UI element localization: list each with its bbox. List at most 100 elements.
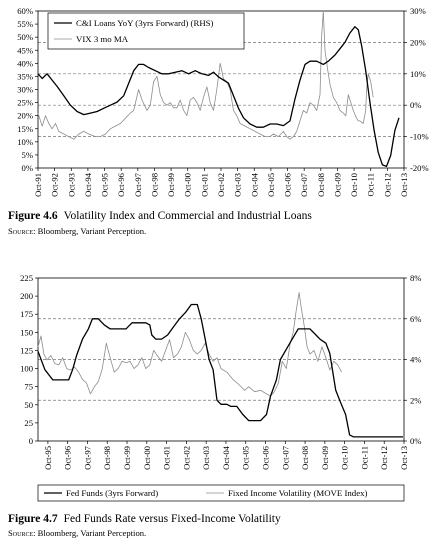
series-line-lhs — [37, 292, 343, 397]
y-left-tick-label: 35% — [17, 71, 33, 81]
x-tick-label: Oct-93 — [66, 173, 76, 197]
x-tick-label: Oct-10 — [349, 173, 359, 197]
y-left-tick-label: 5% — [22, 150, 33, 160]
y-left-tick-label: 10% — [17, 137, 33, 147]
x-tick-label: Oct-95 — [43, 446, 53, 470]
y-left-tick-label: 20% — [17, 111, 33, 121]
figure-4-7-caption: Figure 4.7 Fed Funds Rate versus Fixed-In… — [8, 513, 281, 526]
x-tick-label: Oct-09 — [320, 446, 330, 470]
x-tick-label: Oct-11 — [366, 173, 376, 197]
series-line-rhs — [37, 303, 403, 438]
x-tick-label: Oct-05 — [266, 173, 276, 197]
x-tick-label: Oct-94 — [83, 172, 93, 197]
figure-number: Figure 4.7 — [8, 513, 58, 525]
legend-label: Fixed Income Volatility (MOVE Index) — [228, 488, 367, 498]
y-right-tick-label: 6% — [410, 314, 421, 324]
x-tick-label: Oct-11 — [359, 446, 369, 470]
x-tick-label: Oct-07 — [299, 172, 309, 197]
legend-label: C&I Loans YoY (3yrs Forward) (RHS) — [76, 18, 214, 28]
y-left-tick-label: 45% — [17, 45, 33, 55]
y-left-tick-label: 60% — [17, 6, 33, 16]
y-right-tick-label: 4% — [410, 355, 421, 365]
series-line-rhs — [37, 26, 400, 168]
chart-vix-ci-loans: 60% 55% 50% 45% 40% 35% 30% 25% 20% 15% 10% 5% 0% 30%… — [17, 6, 429, 197]
figure-4-6-source: Source: Bloomberg, Variant Perception. — [8, 226, 146, 236]
x-tick-label: Oct-99 — [166, 173, 176, 197]
legend-box — [47, 12, 245, 50]
x-tick-label: Oct-08 — [300, 446, 310, 470]
y-left-tick-label: 30% — [17, 85, 33, 95]
source-text: Bloomberg, Variant Perception. — [37, 226, 147, 236]
x-tick-label: Oct-95 — [100, 173, 110, 197]
figure-title: Fed Funds Rate versus Fixed-Income Volat… — [63, 513, 281, 525]
y-right-tick-label: -10% — [410, 132, 429, 142]
y-left-tick-label: 50 — [24, 400, 33, 410]
x-tick-label: Oct-04 — [221, 445, 231, 470]
x-tick-label: Oct-13 — [399, 173, 409, 197]
y-left-tick-label: 25 — [24, 418, 33, 428]
x-tick-label: Oct-98 — [102, 446, 112, 470]
series-line-lhs — [37, 10, 374, 140]
x-tick-label: Oct-06 — [283, 172, 293, 197]
y-right-tick-label: 10% — [410, 69, 426, 79]
y-left-tick-label: 125 — [20, 345, 33, 355]
x-tick-label: Oct-00 — [183, 173, 193, 197]
y-right-tick-label: 30% — [410, 6, 426, 16]
legend-label: VIX 3 mo MA — [76, 34, 129, 44]
x-tick-label: Oct-96 — [63, 445, 73, 470]
y-left-tick-label: 40% — [17, 58, 33, 68]
y-left-tick-label: 150 — [20, 327, 33, 337]
x-tick-label: Oct-12 — [379, 446, 389, 470]
x-tick-label: Oct-13 — [399, 446, 409, 470]
y-left-tick-label: 55% — [17, 19, 33, 29]
x-tick-label: Oct-91 — [33, 173, 43, 197]
y-left-tick-label: 15% — [17, 124, 33, 134]
x-tick-label: Oct-02 — [216, 173, 226, 197]
y-left-tick-label: 175 — [20, 309, 33, 319]
x-tick-label: Oct-01 — [162, 446, 172, 470]
legend-label: Fed Funds (3yrs Forward) — [66, 488, 158, 498]
figure-4-6-caption: Figure 4.6 Volatility Index and Commercia… — [8, 210, 312, 223]
figure-4-7-source: Source: Bloomberg, Variant Perception. — [8, 528, 146, 538]
y-right-tick-label: 0% — [410, 100, 421, 110]
x-tick-label: Oct-98 — [149, 173, 159, 197]
y-left-tick-label: 50% — [17, 32, 33, 42]
y-left-tick-label: 25% — [17, 98, 33, 108]
x-tick-label: Oct-92 — [50, 173, 60, 197]
source-text: Bloomberg, Variant Perception. — [37, 528, 147, 538]
x-tick-label: Oct-09 — [332, 173, 342, 197]
x-tick-label: Oct-96 — [116, 172, 126, 197]
x-tick-label: Oct-97 — [133, 172, 143, 197]
source-label: Source: — [8, 226, 36, 236]
y-right-tick-label: 8% — [410, 273, 421, 283]
x-tick-label: Oct-04 — [249, 172, 259, 197]
x-tick-label: Oct-05 — [241, 446, 251, 470]
x-tick-label: Oct-01 — [199, 173, 209, 197]
figure-title: Volatility Index and Commercial and Indu… — [63, 210, 312, 222]
y-left-tick-label: 0% — [22, 163, 33, 173]
chart-fedfunds-move: 225 200 175 150 125 100 75 50 25 0 8% 6% 4% 2% 0% Oct-9… — [20, 273, 421, 502]
source-label: Source: — [8, 528, 36, 538]
figure-number: Figure 4.6 — [8, 210, 58, 222]
x-tick-label: Oct-06 — [261, 445, 271, 470]
y-right-tick-label: 20% — [410, 37, 426, 47]
y-right-tick-label: 2% — [410, 395, 421, 405]
x-tick-label: Oct-08 — [316, 173, 326, 197]
x-tick-label: Oct-97 — [82, 445, 92, 470]
x-tick-label: Oct-12 — [382, 173, 392, 197]
y-left-tick-label: 75 — [24, 382, 33, 392]
y-left-tick-label: 0 — [29, 436, 33, 446]
y-left-tick-label: 225 — [20, 273, 33, 283]
x-tick-label: Oct-03 — [233, 173, 243, 197]
y-left-tick-label: 100 — [20, 364, 33, 374]
y-right-tick-label: 0% — [410, 436, 421, 446]
x-tick-label: Oct-07 — [280, 445, 290, 470]
x-tick-label: Oct-10 — [340, 446, 350, 470]
x-tick-label: Oct-99 — [122, 446, 132, 470]
y-left-tick-label: 200 — [20, 291, 33, 301]
x-tick-label: Oct-02 — [181, 446, 191, 470]
y-right-tick-label: -20% — [410, 163, 429, 173]
x-tick-label: Oct-00 — [142, 446, 152, 470]
x-tick-label: Oct-03 — [201, 446, 211, 470]
